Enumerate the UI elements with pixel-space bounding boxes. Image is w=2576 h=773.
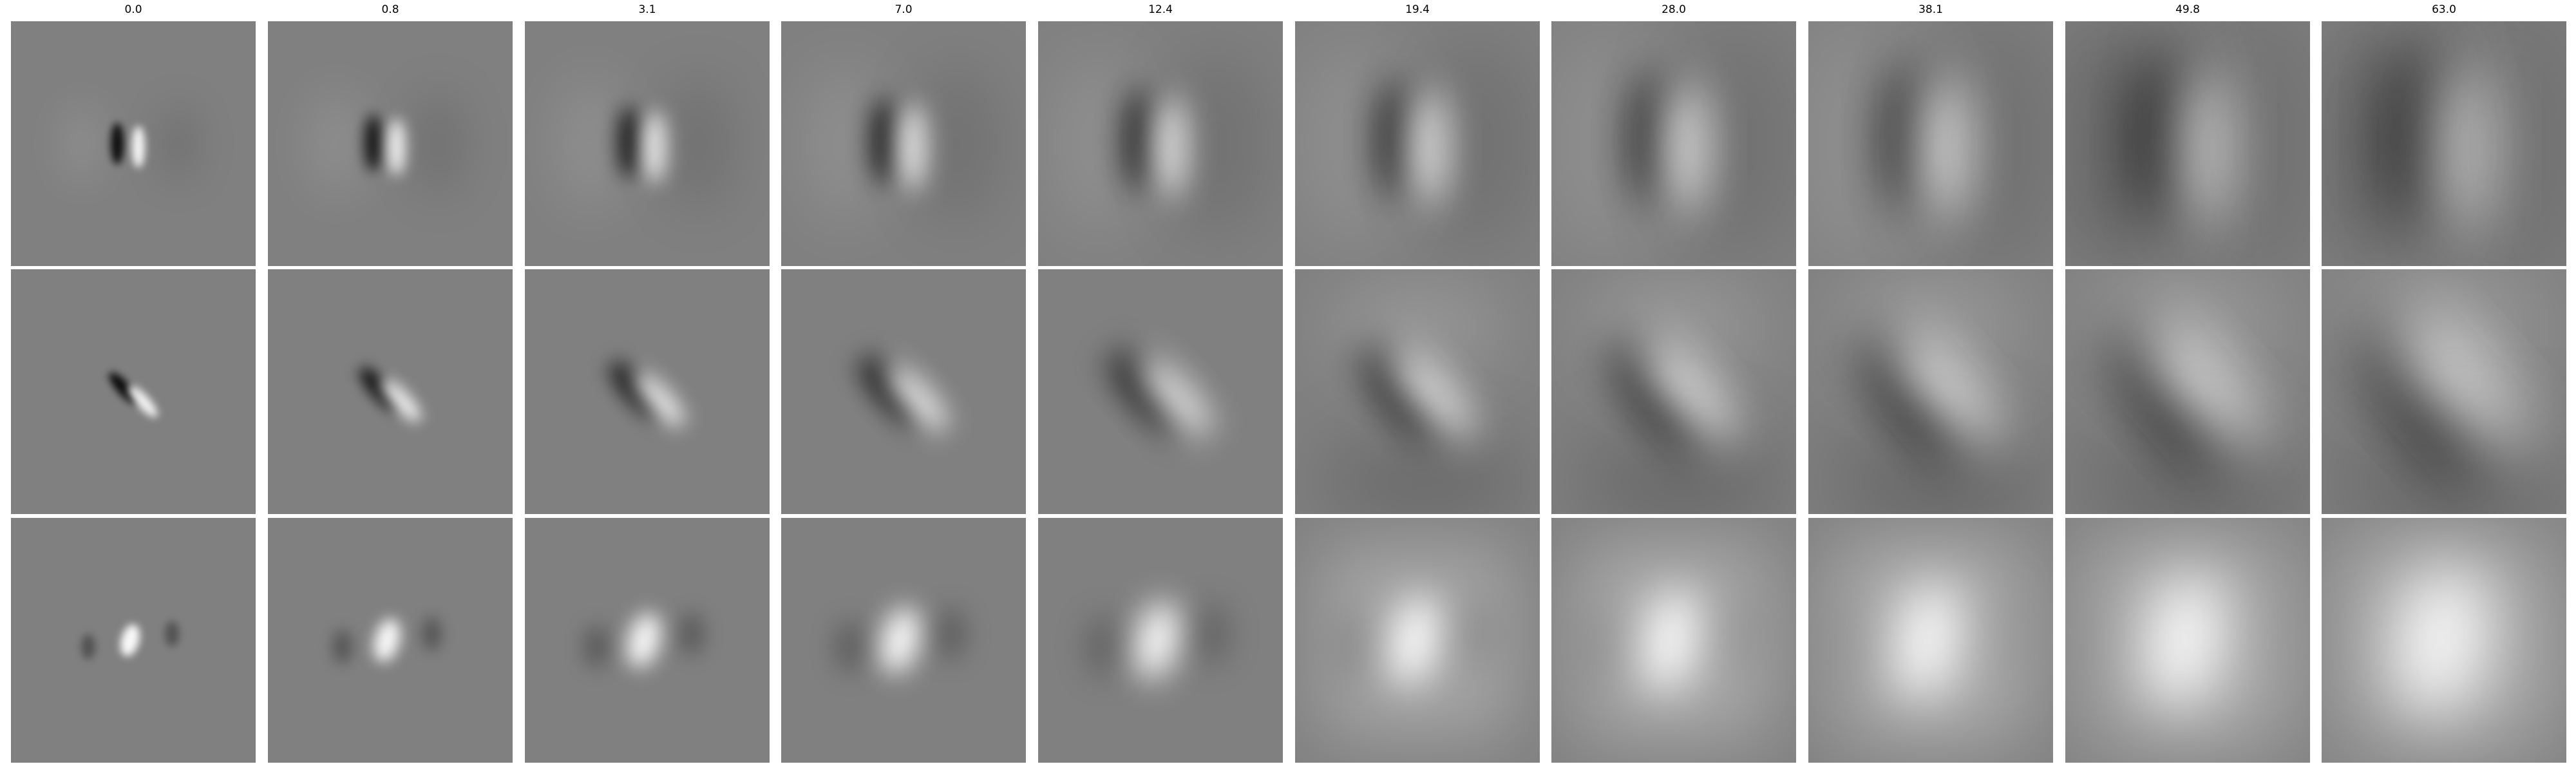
filter-image — [781, 21, 1026, 266]
filter-image — [1038, 269, 1283, 514]
filter-image — [2065, 269, 2310, 514]
filter-image — [268, 269, 513, 514]
filter-panel — [781, 21, 1026, 266]
filter-panel — [1038, 518, 1283, 763]
filter-panel — [1038, 269, 1283, 514]
column-title: 38.1 — [1918, 3, 1943, 16]
column-title: 12.4 — [1148, 3, 1173, 16]
filter-image — [1295, 21, 1540, 266]
filter-image — [1295, 269, 1540, 514]
column-title: 0.0 — [124, 3, 142, 16]
filter-panel — [1808, 269, 2053, 514]
filter-image — [2065, 21, 2310, 266]
filter-panel — [1295, 21, 1540, 266]
filter-panel — [1295, 518, 1540, 763]
filter-panel — [268, 518, 513, 763]
filter-panel — [2322, 21, 2566, 266]
filter-panel — [781, 518, 1026, 763]
filter-panel — [781, 269, 1026, 514]
filter-panel — [1551, 518, 1796, 763]
filter-panel — [1295, 269, 1540, 514]
filter-image — [1551, 518, 1796, 763]
filter-panel — [2322, 269, 2566, 514]
filter-panel — [11, 518, 256, 763]
filter-image — [2322, 21, 2566, 266]
filter-panel — [1551, 21, 1796, 266]
filter-image — [268, 518, 513, 763]
filter-panel — [1808, 21, 2053, 266]
filter-image — [781, 518, 1026, 763]
filter-image — [1551, 21, 1796, 266]
column-title: 19.4 — [1405, 3, 1430, 16]
column-title: 49.8 — [2175, 3, 2200, 16]
column-title: 28.0 — [1662, 3, 1686, 16]
column-title: 7.0 — [895, 3, 913, 16]
filter-image — [1295, 518, 1540, 763]
filter-panel — [2322, 518, 2566, 763]
filter-panel — [525, 21, 770, 266]
filter-panel — [268, 21, 513, 266]
filter-panel — [1551, 269, 1796, 514]
filter-image — [11, 269, 256, 514]
filter-image — [11, 518, 256, 763]
filter-panel — [2065, 269, 2310, 514]
filter-image — [1551, 269, 1796, 514]
filter-image — [1038, 21, 1283, 266]
filter-panel — [525, 518, 770, 763]
filter-image — [1808, 21, 2053, 266]
filter-image — [525, 518, 770, 763]
column-title: 3.1 — [638, 3, 656, 16]
filter-image — [525, 21, 770, 266]
filter-image — [11, 21, 256, 266]
filter-image — [268, 21, 513, 266]
column-title: 63.0 — [2432, 3, 2456, 16]
filter-image — [525, 269, 770, 514]
filter-image — [2322, 518, 2566, 763]
filter-panel — [2065, 21, 2310, 266]
filter-panel — [1808, 518, 2053, 763]
filter-panel — [11, 269, 256, 514]
filter-panel — [268, 269, 513, 514]
filter-image — [2065, 518, 2310, 763]
filter-panel — [525, 269, 770, 514]
filter-panel — [1038, 21, 1283, 266]
filter-panel — [11, 21, 256, 266]
filter-image — [2322, 269, 2566, 514]
filter-image — [781, 269, 1026, 514]
filter-image — [1808, 269, 2053, 514]
column-title: 0.8 — [381, 3, 399, 16]
filter-image — [1808, 518, 2053, 763]
filter-image — [1038, 518, 1283, 763]
filter-panel — [2065, 518, 2310, 763]
